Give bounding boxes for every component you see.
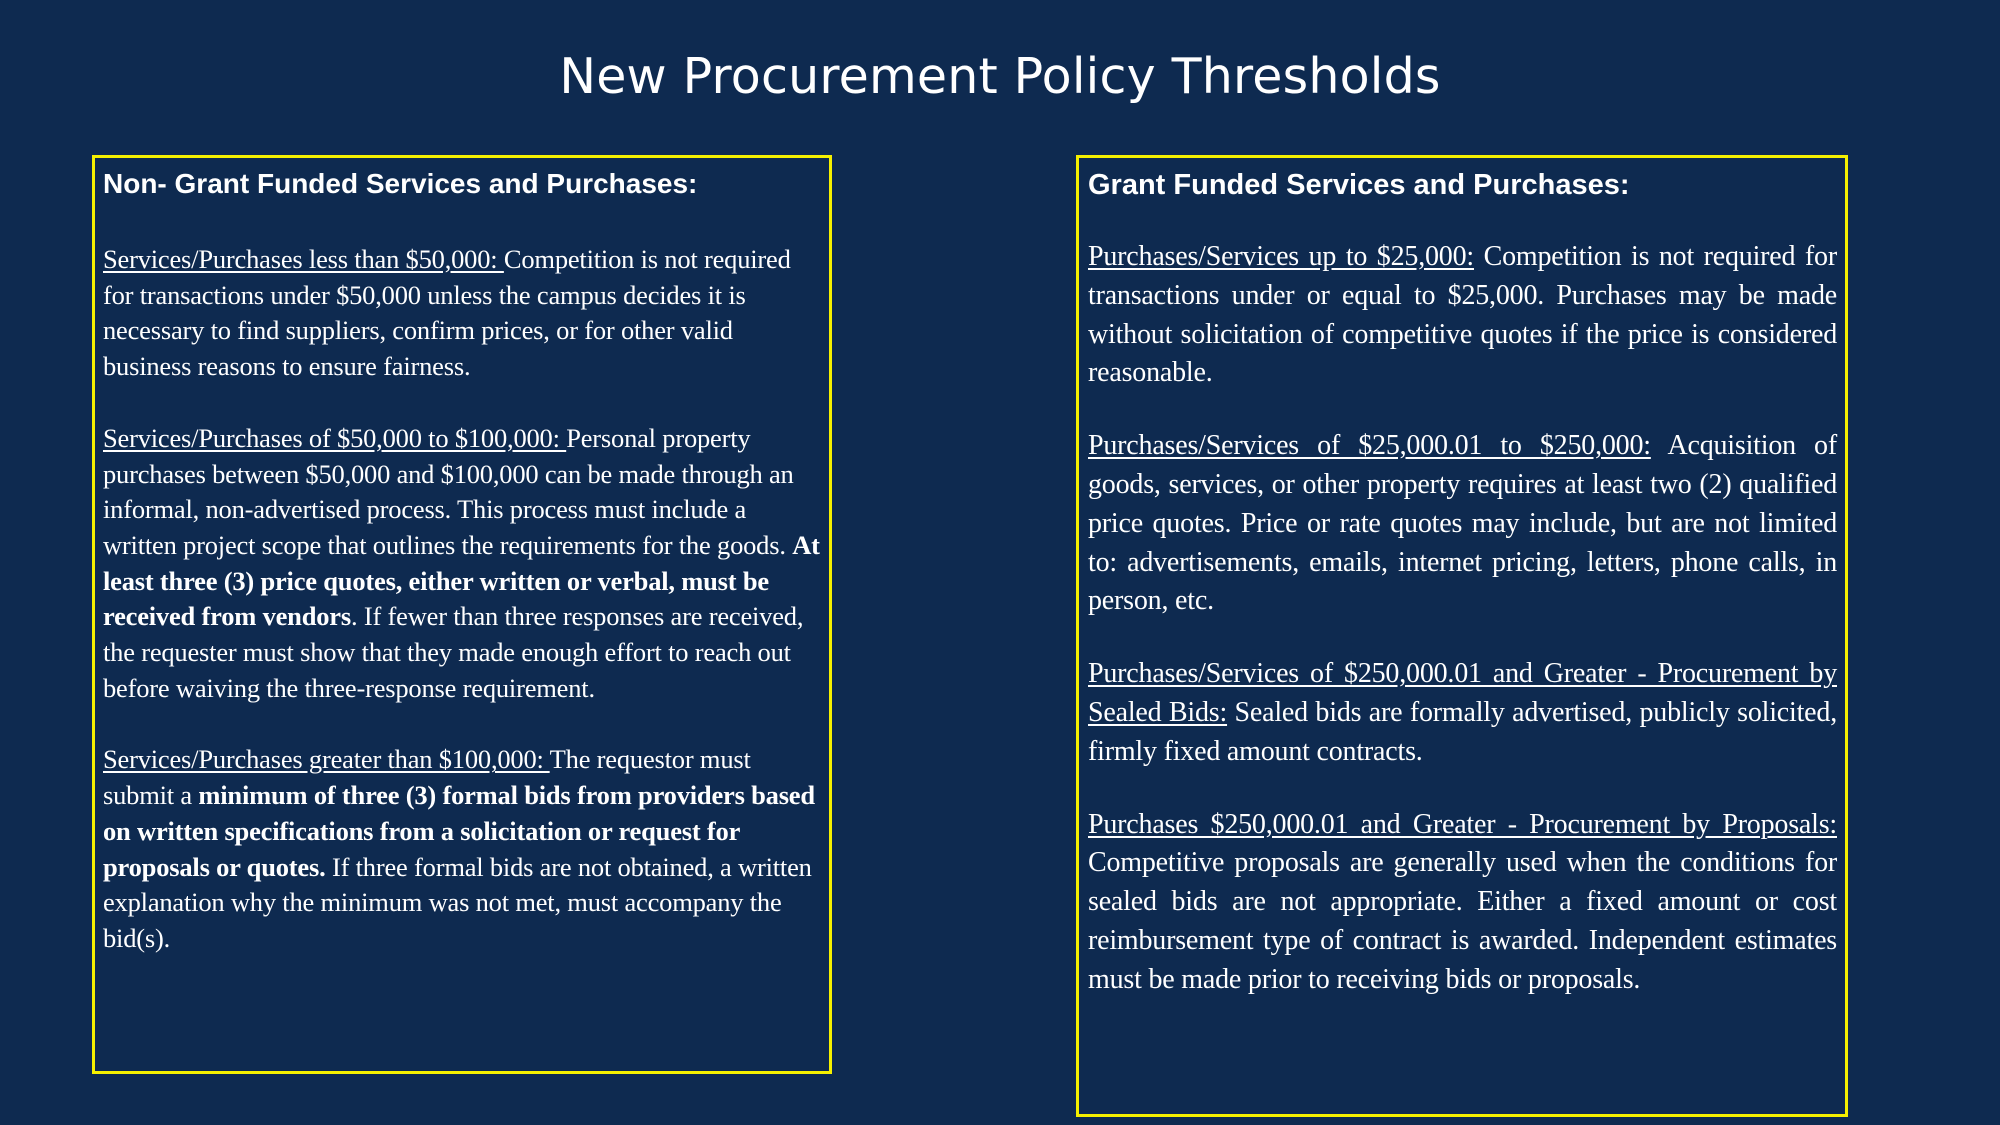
threshold-lead: Purchases/Services of $250,000.01 and Gr… [1088, 658, 1837, 728]
threshold-text: If three formal bids are not obtained, a… [103, 851, 812, 953]
threshold-text: Personal property purchases between $50,… [103, 422, 794, 560]
threshold-lead: Purchases $250,000.01 and Greater - Proc… [1088, 808, 1837, 840]
non-grant-funded-box: Non- Grant Funded Services and Purchases… [92, 155, 832, 1074]
grant-heading: Grant Funded Services and Purchases: [1088, 169, 1630, 201]
threshold-paragraph: Services/Purchases less than $50,000: Co… [103, 242, 821, 385]
grant-funded-box: Grant Funded Services and Purchases: Pur… [1076, 155, 1848, 1117]
threshold-text: Competition is not required for transact… [1088, 241, 1837, 389]
threshold-text: Acquisition of goods, services, or other… [1088, 430, 1837, 617]
threshold-lead: Services/Purchases less than $50,000: [103, 244, 504, 274]
threshold-text: . If fewer than three responses are rece… [103, 601, 804, 703]
threshold-paragraph: Purchases/Services up to $25,000: Compet… [1088, 238, 1837, 393]
non-grant-heading: Non- Grant Funded Services and Purchases… [103, 168, 698, 199]
threshold-lead: Services/Purchases of $50,000 to $100,00… [103, 422, 567, 453]
threshold-paragraph: Purchases/Services of $250,000.01 and Gr… [1088, 655, 1837, 771]
threshold-lead: Purchases/Services up to $25,000: [1088, 241, 1474, 272]
threshold-text: Sealed bids are formally advertised, pub… [1088, 696, 1837, 767]
threshold-emphasis: At least three (3) price quotes, either … [103, 529, 820, 632]
slide-title: New Procurement Policy Thresholds [559, 48, 1441, 105]
threshold-paragraph: Purchases $250,000.01 and Greater - Proc… [1088, 806, 1837, 1000]
threshold-paragraph: Purchases/Services of $25,000.01 to $250… [1088, 427, 1837, 621]
threshold-text: Competitive proposals are generally used… [1088, 847, 1837, 995]
threshold-lead: Purchases/Services of $25,000.01 to $250… [1088, 430, 1651, 462]
threshold-lead: Services/Purchases greater than $100,000… [103, 744, 550, 775]
threshold-emphasis: minimum of three (3) formal bids from pr… [103, 780, 815, 882]
threshold-text: Competition is not required for transact… [103, 244, 791, 382]
threshold-text: The requestor must submit a [103, 744, 751, 811]
threshold-paragraph: Services/Purchases greater than $100,000… [103, 742, 821, 956]
threshold-paragraph: Services/Purchases of $50,000 to $100,00… [103, 421, 821, 707]
